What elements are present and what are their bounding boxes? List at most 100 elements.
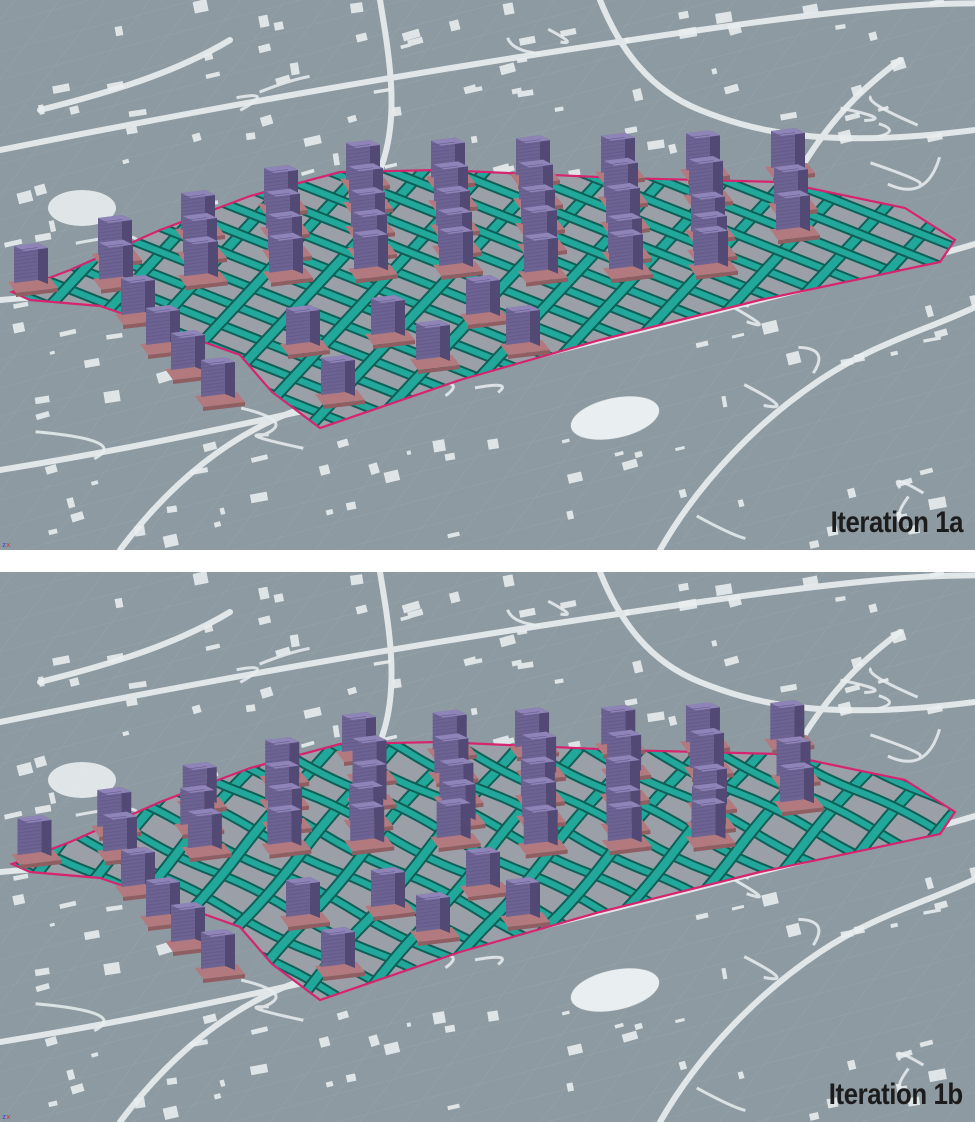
tower-floor-line <box>265 764 290 769</box>
tower-top <box>432 709 467 718</box>
map-minor-road <box>254 433 304 450</box>
map-building <box>840 357 854 367</box>
tower-floor-line <box>320 955 346 960</box>
tower-floor-line <box>183 243 209 248</box>
tower-floor-line <box>690 209 716 214</box>
tower-floor-line <box>770 146 796 150</box>
tower-floor-line <box>522 212 548 217</box>
tower-floor-line <box>505 337 531 341</box>
tower-top <box>97 787 132 795</box>
tower-floor-line <box>689 746 715 750</box>
street <box>493 170 955 428</box>
tower-side <box>713 156 723 197</box>
tower-floor-line <box>97 233 123 237</box>
tower-floor-line <box>98 247 124 251</box>
tower-floor-line <box>523 261 549 265</box>
tower-floor-line <box>685 148 711 153</box>
tower-floor-line <box>120 868 146 873</box>
tower-podium-edge <box>508 350 550 359</box>
tower-floor-line <box>518 174 544 178</box>
tower-floor-line <box>265 755 290 759</box>
tower-top <box>342 712 377 720</box>
tower-floor-line <box>692 218 718 223</box>
tower-floor-line <box>170 344 196 349</box>
viewport-iteration-1b[interactable]: zx Iteration 1b <box>0 572 975 1122</box>
tower-floor-line <box>465 854 491 859</box>
tower-floor-line <box>350 198 376 202</box>
tower-podium-edge <box>203 974 245 983</box>
map-building <box>907 1096 921 1107</box>
grid-line <box>809 333 975 550</box>
tower-floor-line <box>685 152 711 156</box>
map-building <box>48 528 58 536</box>
tower-floor-line <box>320 373 346 377</box>
map-building <box>933 900 949 911</box>
map-minor-road <box>798 345 821 375</box>
map-minor-road <box>474 383 504 394</box>
tower-floor-line <box>775 215 801 219</box>
map-building <box>128 108 147 118</box>
map-building <box>826 1097 839 1109</box>
tower-floor-line <box>436 819 461 824</box>
map-building <box>499 62 516 76</box>
map-minor-road <box>725 874 761 899</box>
tower-floor-line <box>770 142 796 147</box>
tower-floor-line <box>776 740 801 744</box>
tower-floor-line <box>435 200 461 205</box>
map-building <box>249 491 269 504</box>
tower-floor-line <box>183 268 209 272</box>
tower-floor-line <box>267 823 292 827</box>
tower-floor-line <box>415 920 441 925</box>
tower-podium-edge <box>16 288 58 297</box>
scene-canvas[interactable] <box>0 572 975 1122</box>
grid-line <box>441 407 975 550</box>
map-building <box>219 1079 226 1087</box>
tower-floor-line <box>600 144 626 148</box>
tower-floor-line <box>515 142 541 147</box>
scene-canvas[interactable] <box>0 0 975 550</box>
grid-line <box>674 156 975 550</box>
tower-floor-line <box>608 247 634 251</box>
tower <box>315 355 365 409</box>
map-road <box>657 875 975 1122</box>
map-building <box>219 507 226 515</box>
map-building <box>48 792 57 805</box>
tower-floor-line <box>773 168 799 172</box>
map-building <box>189 467 209 476</box>
tower <box>517 804 568 859</box>
tower-floor-line <box>98 250 124 255</box>
viewport-iteration-1a[interactable]: zx Iteration 1a <box>0 0 975 550</box>
tower-floor-line <box>691 787 716 791</box>
tower-top <box>321 927 355 935</box>
map-building <box>727 22 742 36</box>
tower-floor-line <box>605 780 631 784</box>
map-building <box>59 900 77 910</box>
tower-floor-line <box>608 243 634 248</box>
tower-floor-line <box>505 312 531 317</box>
tower-floor-line <box>518 181 544 185</box>
tower-floor-line <box>438 237 464 241</box>
tower-floor-line <box>432 724 457 728</box>
tower-floor-line <box>102 836 127 841</box>
map-building <box>355 604 368 615</box>
map-building <box>250 454 269 463</box>
grid-line <box>231 351 975 550</box>
map-building <box>621 458 639 471</box>
map-building <box>715 583 733 596</box>
tower-floor-line <box>435 190 461 194</box>
tower-floor-line <box>689 756 715 761</box>
map-building <box>66 497 76 509</box>
tower-floor-line <box>520 188 546 193</box>
street <box>59 170 585 428</box>
tower-podium-edge <box>352 846 395 856</box>
tower-floor-line <box>265 775 290 779</box>
tower-podium-edge <box>373 912 415 921</box>
map-building <box>919 1039 934 1048</box>
tower-floor-line <box>608 236 634 241</box>
tower-floor-line <box>415 903 441 907</box>
map-building <box>259 114 274 127</box>
tower-floor-line <box>187 826 212 830</box>
tower-floor-line <box>518 163 544 168</box>
grid-line <box>546 1007 975 1122</box>
tower-floor-line <box>522 784 547 789</box>
